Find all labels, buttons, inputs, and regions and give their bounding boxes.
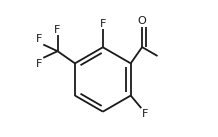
Text: F: F [54,25,61,35]
Text: O: O [138,16,146,26]
Text: F: F [36,58,43,68]
Text: F: F [100,19,106,29]
Text: F: F [142,109,148,119]
Text: F: F [36,34,43,44]
